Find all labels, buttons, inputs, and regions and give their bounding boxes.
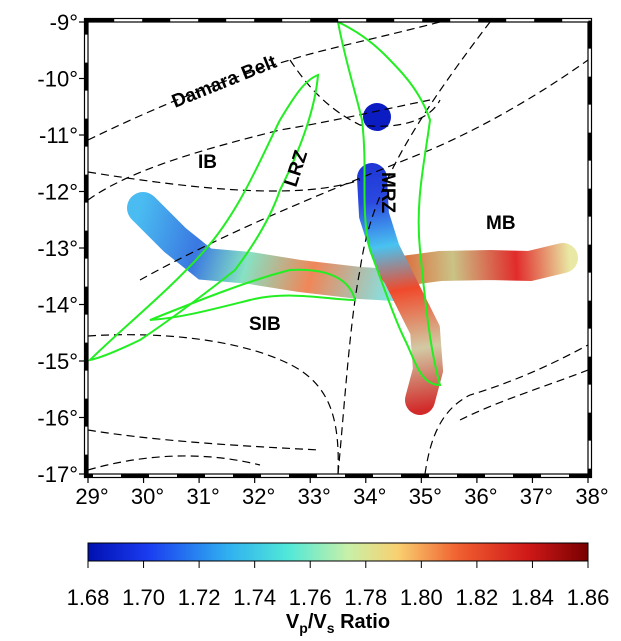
lon-tick-label: 35°: [409, 484, 442, 509]
lon-tick-label: 34°: [353, 484, 386, 509]
colorbar-tick-label: 1.82: [455, 585, 498, 610]
lat-tick-label: -13°: [37, 236, 78, 261]
label-part: p: [299, 620, 308, 636]
label-part: s: [327, 620, 335, 636]
region-label: IB: [198, 152, 217, 173]
lat-tick-label: -11°: [39, 123, 78, 148]
region-label: MRZ: [377, 172, 398, 214]
colorbar-label: Vp/Vs Ratio: [286, 611, 390, 636]
colorbar-tick-label: 1.70: [122, 585, 165, 610]
lat-tick-label: -12°: [37, 180, 78, 205]
lat-tick-label: -10°: [37, 67, 78, 92]
lon-tick-label: 37°: [520, 484, 553, 509]
region-label: SIB: [249, 314, 281, 335]
lon-tick-label: 32°: [242, 484, 275, 509]
lon-tick-label: 33°: [298, 484, 331, 509]
label-part: /V: [308, 611, 328, 633]
lon-tick-label: 36°: [464, 484, 497, 509]
colorbar-tick-label: 1.72: [178, 585, 221, 610]
colorbar-tick-label: 1.76: [289, 585, 332, 610]
colorbar-tick-label: 1.84: [511, 585, 554, 610]
lat-tick-label: -14°: [37, 293, 78, 318]
lat-tick-label: -17°: [37, 462, 78, 487]
tomography-north-patch: [363, 103, 391, 131]
colorbar-tick-label: 1.86: [567, 585, 610, 610]
lat-tick-label: -15°: [37, 349, 78, 374]
lat-tick-label: -9°: [50, 10, 78, 35]
lon-tick-label: 31°: [186, 484, 219, 509]
label-part: Ratio: [335, 611, 391, 633]
lon-tick-label: 29°: [75, 484, 108, 509]
map-content: Damara Belt IB LRZ MRZ MB SIB: [88, 22, 588, 474]
label-part: V: [286, 611, 300, 633]
lon-tick-label: 38°: [575, 484, 608, 509]
region-label: MB: [486, 213, 516, 234]
lon-tick-label: 30°: [131, 484, 164, 509]
lat-tick-label: -16°: [37, 406, 78, 431]
colorbar-tick-label: 1.74: [233, 585, 276, 610]
map-figure: Damara Belt IB LRZ MRZ MB SIB 29° 30° 31° 3…: [0, 0, 621, 641]
colorbar-ramp: [88, 543, 588, 561]
colorbar-tick-label: 1.78: [344, 585, 387, 610]
colorbar-tick-label: 1.80: [400, 585, 443, 610]
colorbar-tick-label: 1.68: [67, 585, 110, 610]
